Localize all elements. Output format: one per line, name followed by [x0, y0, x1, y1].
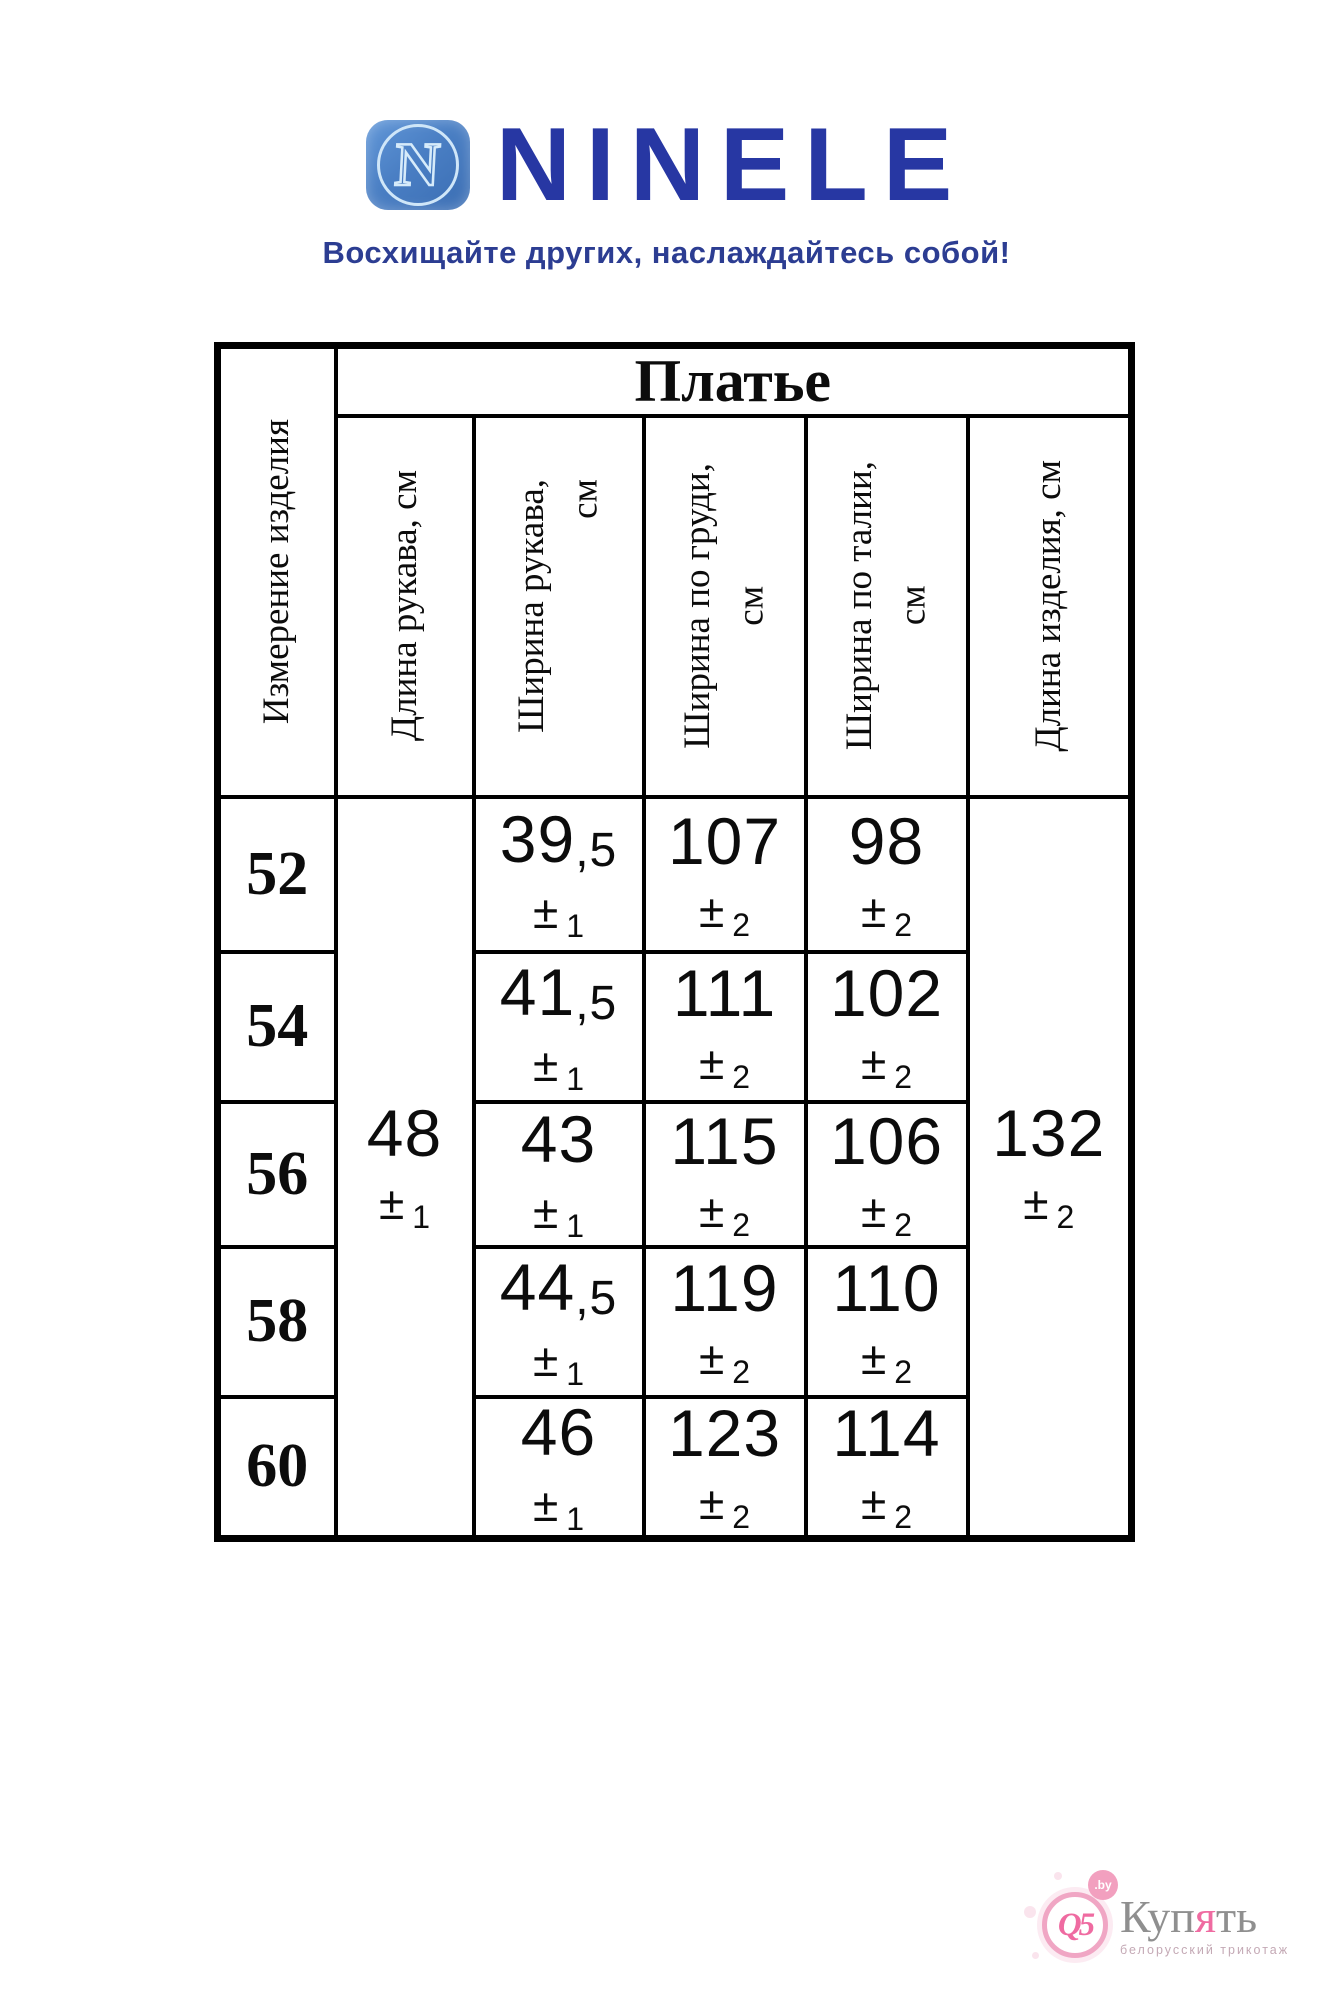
col-header-waist-width: Ширина по талии, см — [803, 413, 970, 799]
table-row-size-56: 56 43 ±1 115 ±2 106 ±2 — [215, 1099, 1132, 1249]
logo-n-letter: N — [392, 130, 443, 201]
ninele-logo-icon: N — [365, 120, 470, 211]
waist-width-value: 98 ±2 — [803, 794, 970, 954]
corner-header-label: Измерение изделия — [256, 419, 298, 725]
by-badge-icon: .by — [1088, 1870, 1118, 1900]
size-cell: 54 — [215, 949, 338, 1104]
decor-dot-icon — [1032, 1952, 1039, 1959]
waist-width-value: 114 ±2 — [803, 1394, 970, 1540]
q5-badge-icon: Q5 .by — [1024, 1866, 1118, 1962]
brand-tagline: Восхищайте других, наслаждайтесь собой! — [322, 234, 1011, 270]
waist-width-value: 102 ±2 — [803, 949, 970, 1104]
table-row-size-54: 54 41,5 ±1 111 ±2 102 ±2 — [215, 949, 1132, 1104]
watermark-subtitle: белорусский трикотаж — [1120, 1943, 1290, 1957]
waist-width-value: 106 ±2 — [803, 1099, 970, 1249]
size-cell: 58 — [215, 1244, 338, 1399]
sleeve-width-value: 41,5 ±1 — [471, 949, 646, 1104]
chest-width-value: 123 ±2 — [641, 1394, 808, 1540]
q5-circle-icon: Q5 — [1042, 1892, 1108, 1958]
chest-width-value: 107 ±2 — [641, 794, 808, 954]
sleeve-length-merged-value: 48 ±1 — [333, 794, 476, 1540]
table-row-size-60: 60 46 ±1 123 ±2 114 ±2 — [215, 1394, 1132, 1540]
chest-width-value: 115 ±2 — [641, 1099, 808, 1249]
table-row-size-52: 52 48 ±1 39,5 ±1 107 ±2 98 ±2 132 ±2 — [215, 794, 1134, 1540]
col-header-garment-length: Длина изделия, см — [965, 413, 1134, 799]
watermark-name: Купять — [1120, 1891, 1258, 1942]
decor-dot-icon — [1024, 1906, 1036, 1918]
chest-width-value: 119 ±2 — [641, 1244, 808, 1399]
waist-width-value: 110 ±2 — [803, 1244, 970, 1399]
watermark-text: Купять белорусский трикотаж — [1120, 1891, 1290, 1958]
sleeve-width-value: 43 ±1 — [471, 1099, 646, 1249]
chest-width-value: 111 ±2 — [641, 949, 808, 1104]
brand-name: NINELE — [495, 107, 968, 223]
col-header-sleeve-length: Длина рукава, см — [333, 413, 476, 799]
col-header-chest-width: Ширина по груди, см — [641, 413, 808, 799]
logo-row: N NINELE — [365, 107, 968, 223]
col-header-sleeve-width: Ширина рукава, см — [471, 413, 646, 799]
garment-length-merged-value: 132 ±2 — [965, 794, 1134, 1540]
size-cell: 56 — [215, 1099, 338, 1249]
size-cell: 60 — [215, 1394, 338, 1540]
group-header-dress: Платье — [333, 343, 1134, 418]
decor-dot-icon — [1054, 1872, 1062, 1880]
sleeve-width-value: 39,5 ±1 — [471, 794, 646, 954]
size-cell: 52 — [215, 794, 338, 954]
sleeve-width-value: 46 ±1 — [471, 1394, 646, 1540]
watermark-kupyat: Q5 .by Купять белорусский трикотаж — [1024, 1866, 1333, 1962]
table-row-size-58: 58 44,5 ±1 119 ±2 110 ±2 — [215, 1244, 1132, 1399]
size-chart-table: Измерение изделия Платье Длина рукава, с… — [214, 342, 1135, 1542]
corner-header-cell: Измерение изделия — [215, 343, 338, 799]
logo-ring-icon — [376, 124, 459, 207]
logo-block: N NINELE Восхищайте других, наслаждайтес… — [0, 107, 1333, 271]
sleeve-width-value: 44,5 ±1 — [471, 1244, 646, 1399]
